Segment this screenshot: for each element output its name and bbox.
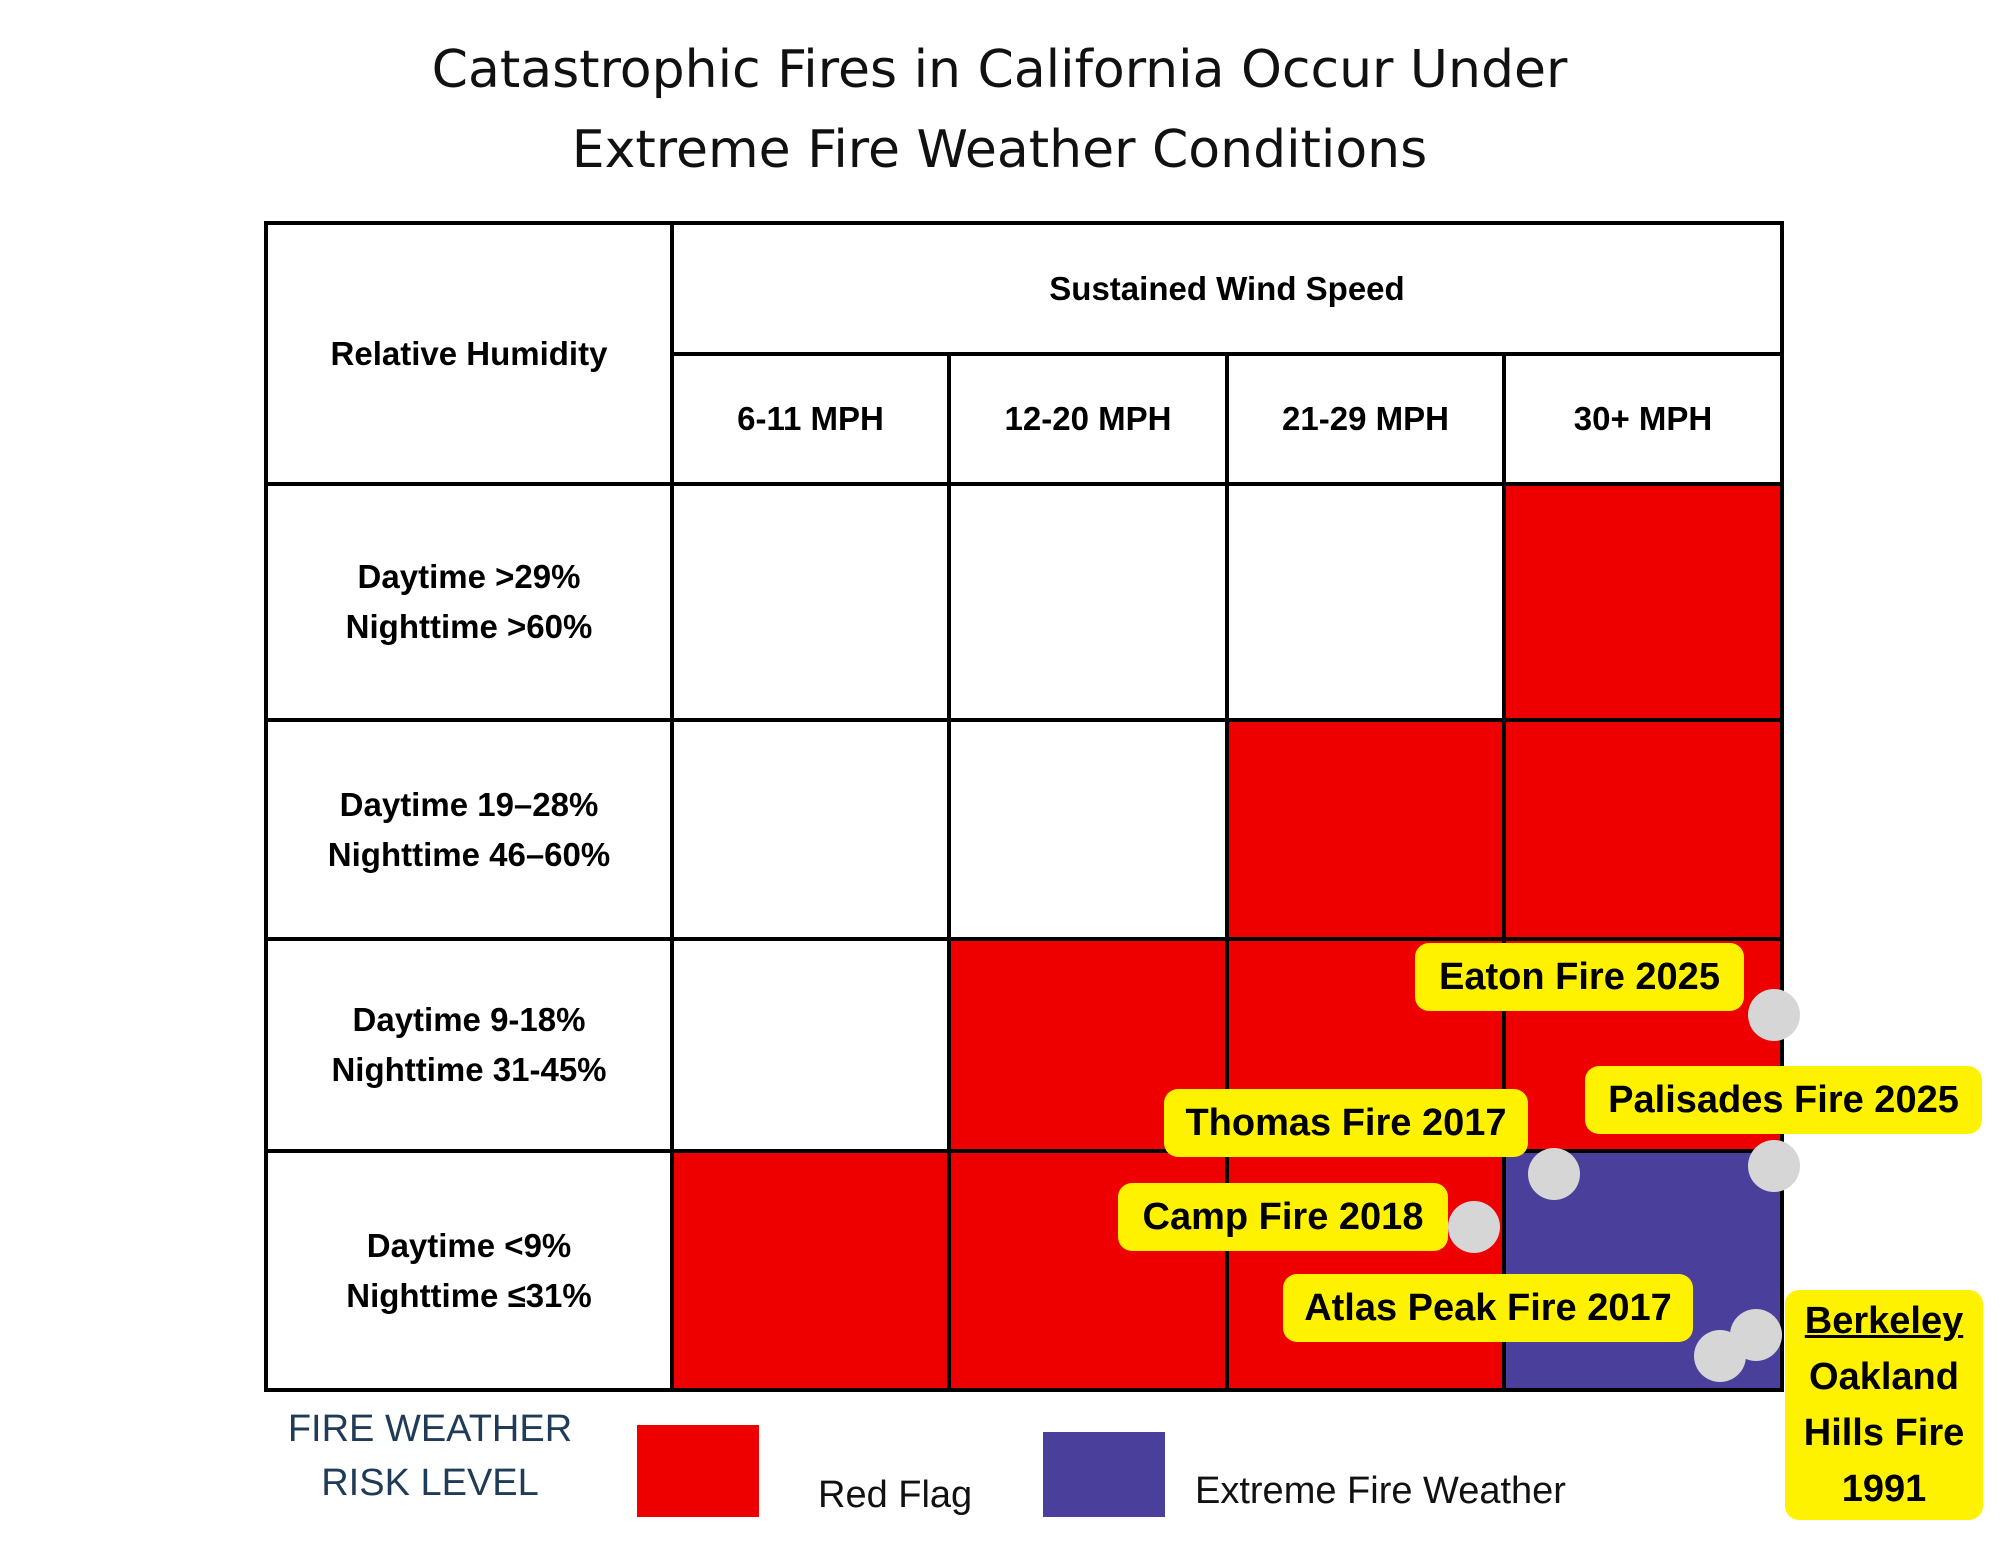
annotation-berkeley-line-3: Hills Fire bbox=[1803, 1412, 1965, 1454]
annotation-atlas-peak-fire: Atlas Peak Fire 2017 bbox=[1283, 1274, 1693, 1342]
risk-cell-r4-c1 bbox=[670, 1149, 951, 1392]
column-header-2: 12-20 MPH bbox=[947, 352, 1229, 486]
column-header-4: 30+ MPH bbox=[1502, 352, 1784, 486]
marker-berkeley-oakland-hills-fire bbox=[1730, 1309, 1782, 1361]
legend-label-extreme: Extreme Fire Weather bbox=[1195, 1470, 1566, 1512]
legend-label-red-flag: Red Flag bbox=[818, 1474, 973, 1516]
column-header-3: 21-29 MPH bbox=[1225, 352, 1506, 486]
column-header-label: 12-20 MPH bbox=[1004, 400, 1172, 437]
legend-title-line-1: FIRE WEATHER bbox=[287, 1408, 573, 1450]
risk-cell-r1-c3 bbox=[1225, 482, 1506, 722]
marker-palisades-fire bbox=[1748, 1140, 1800, 1192]
row-label-line-2: Nighttime >60% bbox=[345, 608, 593, 645]
annotation-berkeley-oakland-hills-fire: Berkeley Oakland Hills Fire 1991 bbox=[1785, 1290, 1983, 1520]
column-group-header-cell: Sustained Wind Speed bbox=[670, 221, 1784, 356]
column-header-1: 6-11 MPH bbox=[670, 352, 951, 486]
risk-cell-r1-c2 bbox=[947, 482, 1229, 722]
row-label-4: Daytime <9% Nighttime ≤31% bbox=[264, 1149, 674, 1392]
row-label-line-1: Daytime 19–28% bbox=[339, 785, 599, 823]
annotation-palisades-fire: Palisades Fire 2025 bbox=[1585, 1066, 1982, 1134]
row-label-line-1: Daytime >29% bbox=[357, 558, 581, 595]
chart-title: Catastrophic Fires in California Occur U… bbox=[0, 30, 1999, 190]
risk-cell-r2-c2 bbox=[947, 718, 1229, 941]
row-label-3: Daytime 9-18% Nighttime 31-45% bbox=[264, 937, 674, 1153]
risk-cell-r2-c3 bbox=[1225, 718, 1506, 941]
column-header-label: 30+ MPH bbox=[1573, 400, 1713, 437]
marker-camp-fire bbox=[1448, 1201, 1500, 1253]
row-label-line-2: Nighttime ≤31% bbox=[346, 1276, 592, 1314]
legend-swatch-red-flag bbox=[637, 1425, 759, 1517]
annotation-thomas-fire: Thomas Fire 2017 bbox=[1164, 1089, 1528, 1157]
marker-thomas-fire bbox=[1528, 1148, 1580, 1200]
row-header-label: Relative Humidity bbox=[330, 334, 608, 372]
risk-cell-r1-c1 bbox=[670, 482, 951, 722]
column-group-header-label: Sustained Wind Speed bbox=[1049, 269, 1405, 307]
risk-cell-r1-c4 bbox=[1502, 482, 1784, 722]
annotation-berkeley-line-4: 1991 bbox=[1841, 1468, 1927, 1510]
annotation-berkeley-line-2: Oakland bbox=[1809, 1356, 1959, 1398]
marker-eaton-fire bbox=[1748, 989, 1800, 1041]
row-label-line-2: Nighttime 46–60% bbox=[327, 835, 611, 873]
risk-cell-r2-c4 bbox=[1502, 718, 1784, 941]
row-label-line-1: Daytime 9-18% bbox=[352, 1001, 586, 1038]
legend-title: FIRE WEATHER RISK LEVEL bbox=[270, 1402, 590, 1510]
annotation-eaton-fire: Eaton Fire 2025 bbox=[1415, 943, 1744, 1011]
row-header-cell: Relative Humidity bbox=[264, 221, 674, 486]
column-header-label: 6-11 MPH bbox=[737, 400, 884, 437]
row-label-line-2: Nighttime 31-45% bbox=[331, 1051, 607, 1088]
legend-swatch-extreme bbox=[1043, 1432, 1165, 1517]
column-header-label: 21-29 MPH bbox=[1282, 400, 1449, 437]
legend-title-line-2: RISK LEVEL bbox=[321, 1462, 539, 1504]
row-label-1: Daytime >29% Nighttime >60% bbox=[264, 482, 674, 722]
row-label-2: Daytime 19–28% Nighttime 46–60% bbox=[264, 718, 674, 941]
chart-title-line-1: Catastrophic Fires in California Occur U… bbox=[431, 40, 1568, 100]
row-label-line-1: Daytime <9% bbox=[366, 1226, 572, 1264]
annotation-camp-fire: Camp Fire 2018 bbox=[1118, 1183, 1448, 1251]
annotation-berkeley-line-1: Berkeley bbox=[1804, 1300, 1964, 1342]
risk-cell-r2-c1 bbox=[670, 718, 951, 941]
risk-cell-r3-c1 bbox=[670, 937, 951, 1153]
chart-title-line-2: Extreme Fire Weather Conditions bbox=[571, 120, 1428, 180]
